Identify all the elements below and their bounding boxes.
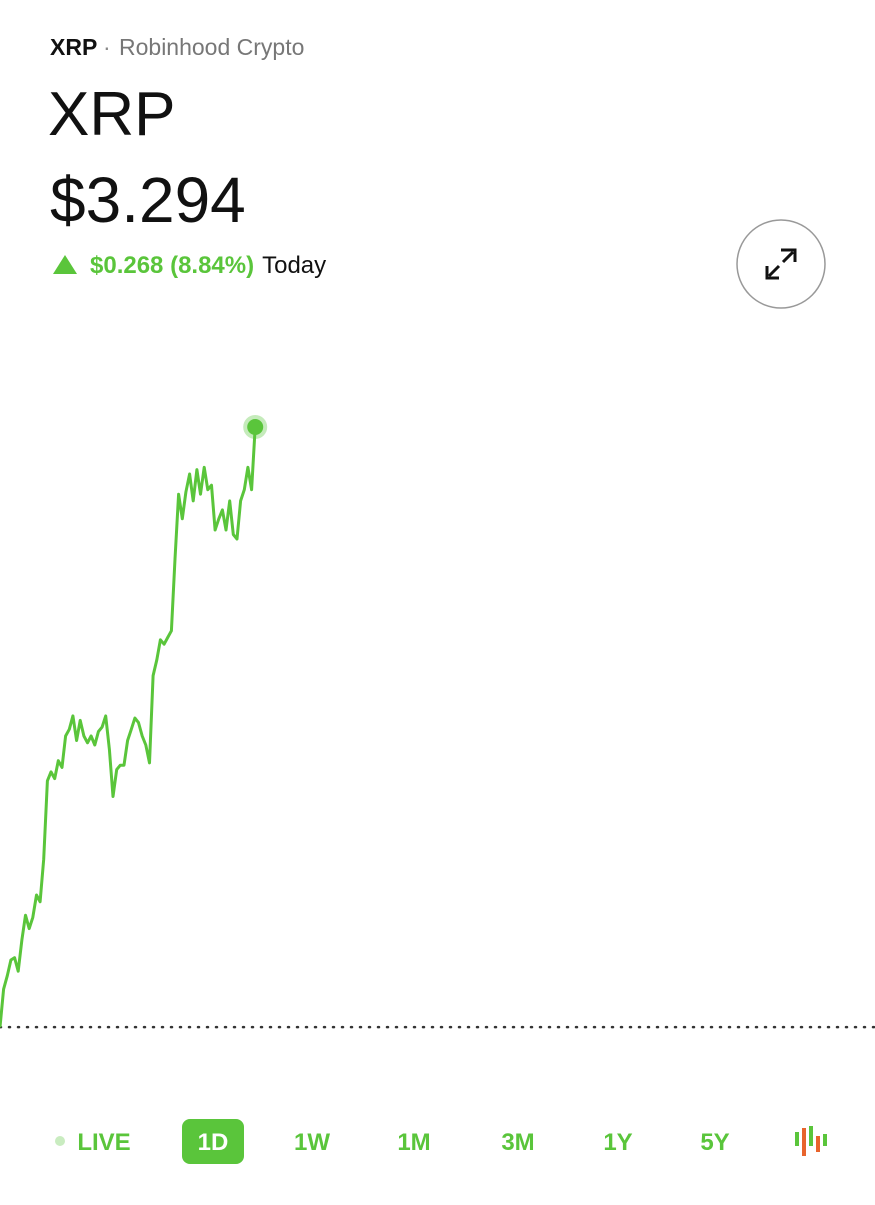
header-symbol: XRP [50, 34, 97, 60]
period-tab[interactable]: 1W [294, 1129, 330, 1156]
price-change: $0.268 (8.84%) [90, 252, 254, 279]
period-label: Today [262, 252, 326, 279]
candle-icon[interactable] [823, 1134, 827, 1146]
asset-price: $3.294 [50, 164, 246, 236]
header-source: Robinhood Crypto [119, 34, 304, 60]
separator: · [103, 34, 111, 60]
asset-name: XRP [48, 80, 175, 149]
chart-style-button[interactable] [795, 1126, 827, 1156]
period-tab[interactable]: 3M [501, 1129, 534, 1156]
expand-button[interactable] [736, 219, 826, 309]
period-tabs: LIVE 1D 1W 1M 3M 1Y 5Y [55, 1119, 730, 1164]
live-dot [55, 1136, 65, 1146]
candle-icon[interactable] [795, 1132, 799, 1146]
candle-icon[interactable] [816, 1136, 820, 1152]
candle-icon[interactable] [809, 1126, 813, 1146]
period-tab[interactable]: 5Y [700, 1129, 729, 1156]
period-tab[interactable]: 1D [198, 1129, 229, 1156]
price-chart [0, 415, 875, 1029]
up-arrow [53, 255, 77, 274]
period-tab[interactable]: 1M [397, 1129, 430, 1156]
period-tab[interactable]: LIVE [77, 1129, 130, 1156]
expand-icon[interactable] [765, 248, 797, 280]
candle-icon[interactable] [802, 1128, 806, 1156]
price-line [0, 426, 257, 1028]
expand-circle[interactable] [736, 219, 826, 309]
period-tab[interactable]: 1Y [603, 1129, 632, 1156]
selected-tab-bg[interactable] [182, 1119, 244, 1164]
current-point [247, 419, 264, 436]
